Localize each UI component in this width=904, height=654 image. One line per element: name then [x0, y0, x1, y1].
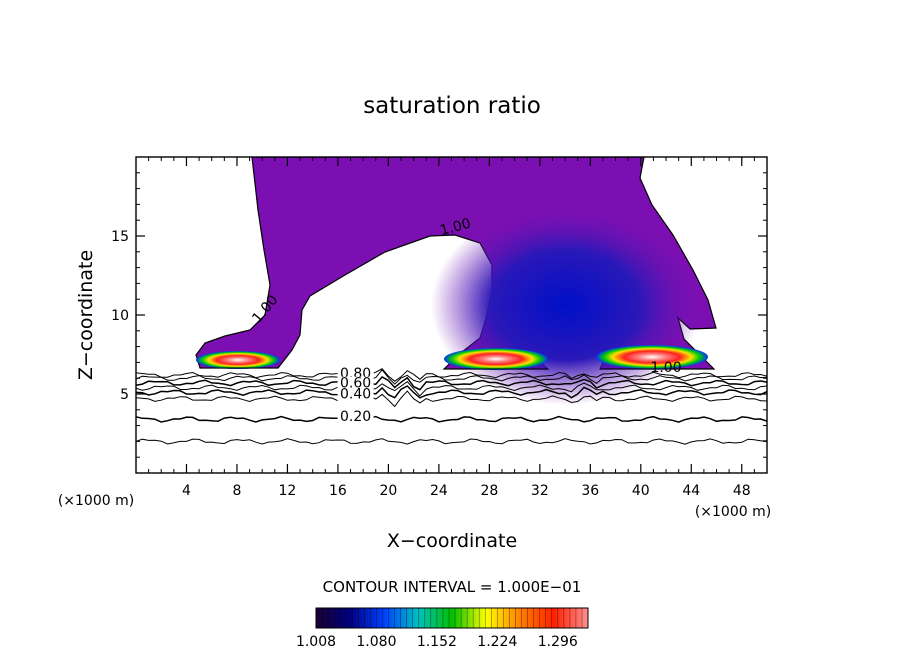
contour-label-bg	[337, 376, 374, 391]
colorbar-label: 1.152	[417, 634, 457, 650]
chart-title: saturation ratio	[363, 93, 541, 119]
y-tick-label: 15	[111, 229, 129, 245]
x-tick-label: 24	[430, 483, 448, 499]
contour-line	[136, 381, 767, 397]
contour-line	[136, 369, 767, 385]
supersaturation-field	[195, 157, 717, 405]
contour-label: 0.40	[340, 387, 371, 403]
x-tick-label: 8	[232, 483, 241, 499]
x-axis: 4 8 12 16 20 24 28 32 36 40 44 48	[148, 157, 755, 499]
colorbar-label: 1.080	[356, 634, 396, 650]
contour-line	[136, 368, 767, 382]
y-axis: 5 10 15	[111, 172, 767, 458]
x-tick-label: 12	[279, 483, 297, 499]
x-unit-label-left: (×1000 m)	[58, 493, 134, 509]
contour-one-line	[200, 367, 714, 370]
colorbar-label: 1.296	[538, 634, 578, 650]
y-axis-title: Z−coordinate	[75, 250, 97, 380]
x-tick-label: 48	[733, 483, 751, 499]
x-unit-label-right: (×1000 m)	[695, 504, 771, 520]
x-tick-label: 36	[581, 483, 599, 499]
x-tick-label: 20	[379, 483, 397, 499]
contour-interval-text: CONTOUR INTERVAL = 1.000E−01	[323, 578, 582, 596]
contour-line	[136, 376, 767, 391]
contour-label: 1.00	[438, 216, 472, 240]
contour-label: 1.00	[650, 360, 681, 376]
y-tick-label: 5	[120, 387, 129, 403]
contour-label-bg	[337, 387, 374, 402]
colorbar-stripes	[321, 608, 583, 628]
contour-label: 0.60	[340, 376, 371, 392]
y-tick-label: 10	[111, 308, 129, 324]
x-tick-label: 32	[531, 483, 549, 499]
x-tick-label: 28	[480, 483, 498, 499]
contour-line	[136, 390, 767, 408]
contour-label-bg	[337, 409, 374, 424]
x-axis-title: X−coordinate	[387, 530, 517, 552]
x-tick-label: 44	[682, 483, 700, 499]
updraft-core-left	[196, 351, 280, 369]
colorbar-label: 1.224	[477, 634, 517, 650]
contour-label: 0.20	[340, 409, 371, 425]
contour-line	[136, 415, 767, 423]
contour-line	[136, 438, 767, 445]
colorbar	[315, 607, 589, 629]
updraft-core-middle	[444, 348, 548, 370]
colorbar-labels: 1.008 1.080 1.152 1.224 1.296	[296, 634, 578, 650]
subsaturated-contours	[136, 368, 767, 445]
updraft-core-right	[596, 345, 708, 369]
x-tick-label: 16	[329, 483, 347, 499]
x-tick-label: 4	[182, 483, 191, 499]
x-tick-label: 40	[632, 483, 650, 499]
colorbar-label: 1.008	[296, 634, 336, 650]
contour-line	[136, 385, 767, 399]
